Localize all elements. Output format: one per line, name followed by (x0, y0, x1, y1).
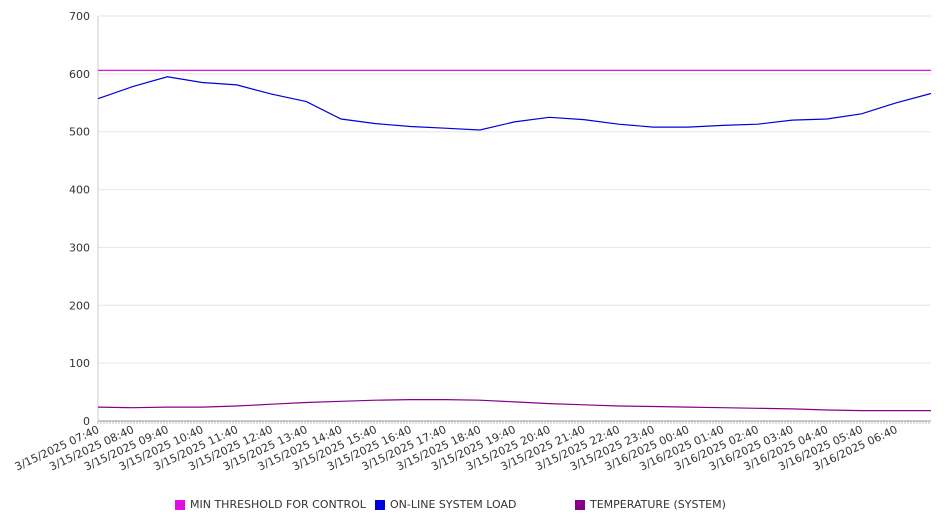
y-tick-label: 0 (83, 415, 90, 428)
axes (97, 16, 931, 424)
x-tick-labels: 3/15/2025 07:403/15/2025 08:403/15/2025 … (13, 423, 900, 473)
y-tick-label: 600 (69, 68, 90, 81)
legend-swatch (575, 499, 585, 510)
chart-legend: MIN THRESHOLD FOR CONTROL ON-LINE SYSTEM … (0, 498, 946, 514)
legend-label: ON-LINE SYSTEM LOAD (390, 498, 517, 511)
y-tick-label: 700 (69, 10, 90, 23)
series-line-1 (97, 76, 932, 131)
y-tick-label: 300 (69, 241, 90, 254)
legend-swatch (175, 499, 185, 510)
y-tick-label: 200 (69, 299, 90, 312)
y-tick-labels: 0 100 200 300 400 500 600 700 (69, 10, 90, 428)
y-tick-label: 400 (69, 184, 90, 197)
y-tick-label: 500 (69, 126, 90, 139)
legend-swatch (375, 499, 385, 510)
series-line-2 (97, 399, 931, 412)
y-tick-label: 100 (69, 357, 90, 370)
legend-item[interactable]: TEMPERATURE (SYSTEM) (575, 498, 726, 511)
series-lines (97, 69, 932, 412)
legend-item[interactable]: ON-LINE SYSTEM LOAD (375, 498, 516, 511)
grid-lines (98, 15, 931, 364)
legend-label: MIN THRESHOLD FOR CONTROL (190, 498, 366, 511)
legend-item[interactable]: MIN THRESHOLD FOR CONTROL (175, 498, 366, 511)
legend-label: TEMPERATURE (SYSTEM) (590, 498, 726, 511)
